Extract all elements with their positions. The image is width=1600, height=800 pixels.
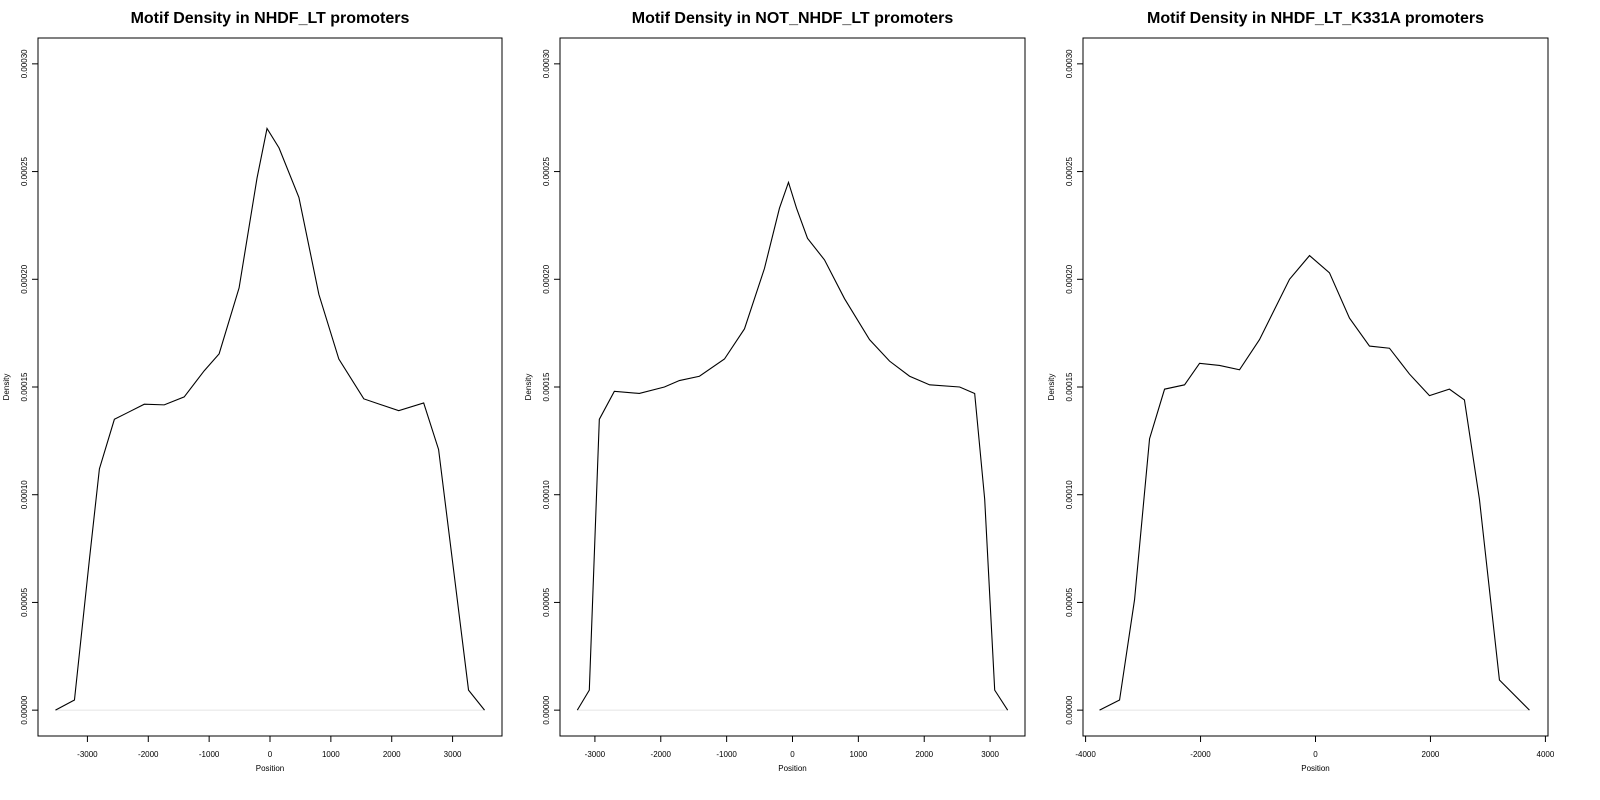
y-tick-label: 0.00025 <box>1065 157 1074 186</box>
y-tick-label: 0.00030 <box>542 49 551 78</box>
y-tick-label: 0.00010 <box>1065 480 1074 509</box>
plot-box <box>1082 37 1549 737</box>
y-tick-label: 0.00020 <box>20 264 29 293</box>
x-tick-label: 2000 <box>1422 750 1440 759</box>
y-tick-label: 0.00020 <box>542 264 551 293</box>
y-axis-label: Density <box>524 374 533 401</box>
y-tick-label: 0.00000 <box>20 695 29 724</box>
x-tick-label: 0 <box>268 750 273 759</box>
y-tick-label: 0.00000 <box>542 695 551 724</box>
x-tick-label: 3000 <box>981 750 999 759</box>
x-tick-label: 4000 <box>1537 750 1555 759</box>
density-line <box>1099 254 1530 711</box>
y-tick-label: 0.00025 <box>20 157 29 186</box>
y-tick-label: 0.00015 <box>20 372 29 401</box>
density-line <box>576 180 1009 711</box>
y-tick-label: 0.00020 <box>1065 264 1074 293</box>
x-tick-label: 1000 <box>322 750 340 759</box>
x-tick-label: 0 <box>790 750 795 759</box>
x-tick-label: 3000 <box>444 750 462 759</box>
y-tick-label: 0.00030 <box>1065 49 1074 78</box>
y-tick-label: 0.00010 <box>542 480 551 509</box>
y-tick-label: 0.00005 <box>1065 587 1074 616</box>
y-tick-label: 0.00000 <box>1065 695 1074 724</box>
x-tick-label: 2000 <box>383 750 401 759</box>
x-tick-label: -3000 <box>77 750 98 759</box>
y-tick-label: 0.00030 <box>20 49 29 78</box>
chart-title: Motif Density in NHDF_LT promoters <box>131 10 410 27</box>
chart-title: Motif Density in NOT_NHDF_LT promoters <box>632 10 954 27</box>
x-tick-label: -1000 <box>716 750 737 759</box>
plot-box <box>37 37 503 737</box>
x-tick-label: 1000 <box>849 750 867 759</box>
x-tick-label: 2000 <box>915 750 933 759</box>
y-tick-label: 0.00015 <box>542 372 551 401</box>
x-axis-label: Position <box>1301 764 1329 773</box>
y-tick-label: 0.00015 <box>1065 372 1074 401</box>
density-line <box>55 127 485 711</box>
y-tick-label: 0.00010 <box>20 480 29 509</box>
x-tick-label: 0 <box>1313 750 1318 759</box>
x-axis-label: Position <box>778 764 806 773</box>
x-tick-label: -2000 <box>1190 750 1211 759</box>
y-tick-label: 0.00005 <box>542 587 551 616</box>
y-tick-label: 0.00025 <box>542 157 551 186</box>
x-tick-label: -3000 <box>585 750 606 759</box>
chart-title: Motif Density in NHDF_LT_K331A promoters <box>1147 10 1484 27</box>
y-axis-label: Density <box>2 374 11 401</box>
y-tick-label: 0.00005 <box>20 587 29 616</box>
x-tick-label: -2000 <box>138 750 159 759</box>
x-tick-label: -1000 <box>199 750 220 759</box>
x-tick-label: -4000 <box>1075 750 1096 759</box>
x-axis-label: Position <box>256 764 284 773</box>
y-axis-label: Density <box>1047 374 1056 401</box>
x-tick-label: -2000 <box>651 750 672 759</box>
